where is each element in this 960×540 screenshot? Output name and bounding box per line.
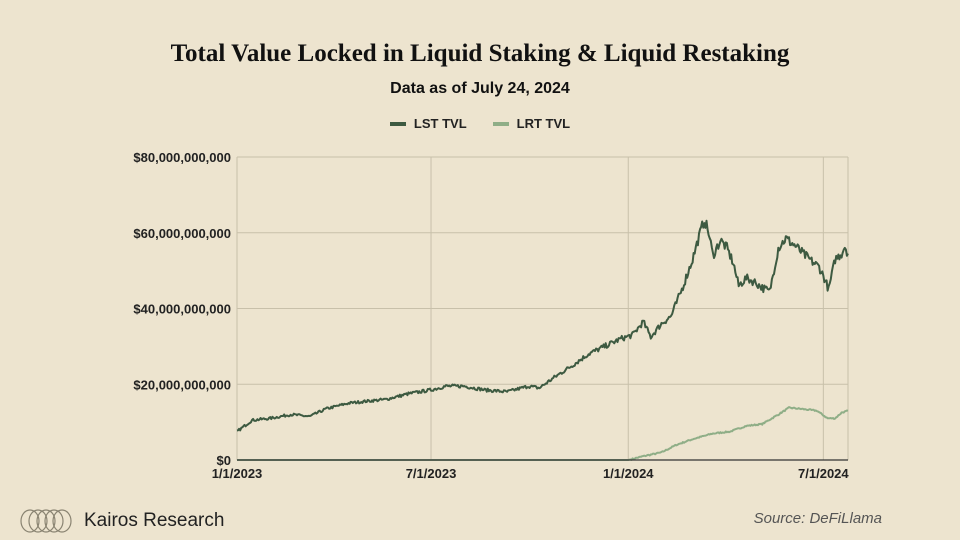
legend-swatch-lst	[389, 121, 406, 126]
x-tick-label: 7/1/2024	[798, 466, 849, 481]
series-line-lrt	[237, 406, 849, 461]
chart-legend: LST TVL LRT TVL	[0, 116, 960, 131]
brand-name: Kairos Research	[84, 510, 225, 531]
series-line-lst	[236, 219, 849, 432]
kairos-rings-icon	[20, 509, 72, 533]
x-tick-label: 1/1/2023	[212, 466, 263, 481]
y-tick-label: $20,000,000,000	[133, 377, 231, 392]
legend-swatch-lrt	[492, 121, 509, 126]
legend-item-lrt: LRT TVL	[492, 116, 571, 131]
y-tick-label: $80,000,000,000	[133, 150, 231, 165]
chart-title: Total Value Locked in Liquid Staking & L…	[170, 40, 790, 67]
y-tick-label: $40,000,000,000	[133, 302, 231, 317]
legend-label-lrt: LRT TVL	[516, 116, 571, 131]
y-tick-label: $0	[217, 453, 231, 468]
y-tick-label: $60,000,000,000	[133, 226, 231, 241]
chart-subtitle: Data as of July 24, 2024	[390, 80, 570, 97]
legend-item-lst: LST TVL	[389, 116, 467, 131]
kairos-logo: Kairos Research	[18, 508, 224, 534]
legend-label-lst: LST TVL	[413, 116, 467, 131]
x-tick-label: 1/1/2024	[603, 466, 654, 481]
x-tick-label: 7/1/2023	[406, 466, 457, 481]
source-label: Source: DeFiLlama	[753, 510, 882, 527]
